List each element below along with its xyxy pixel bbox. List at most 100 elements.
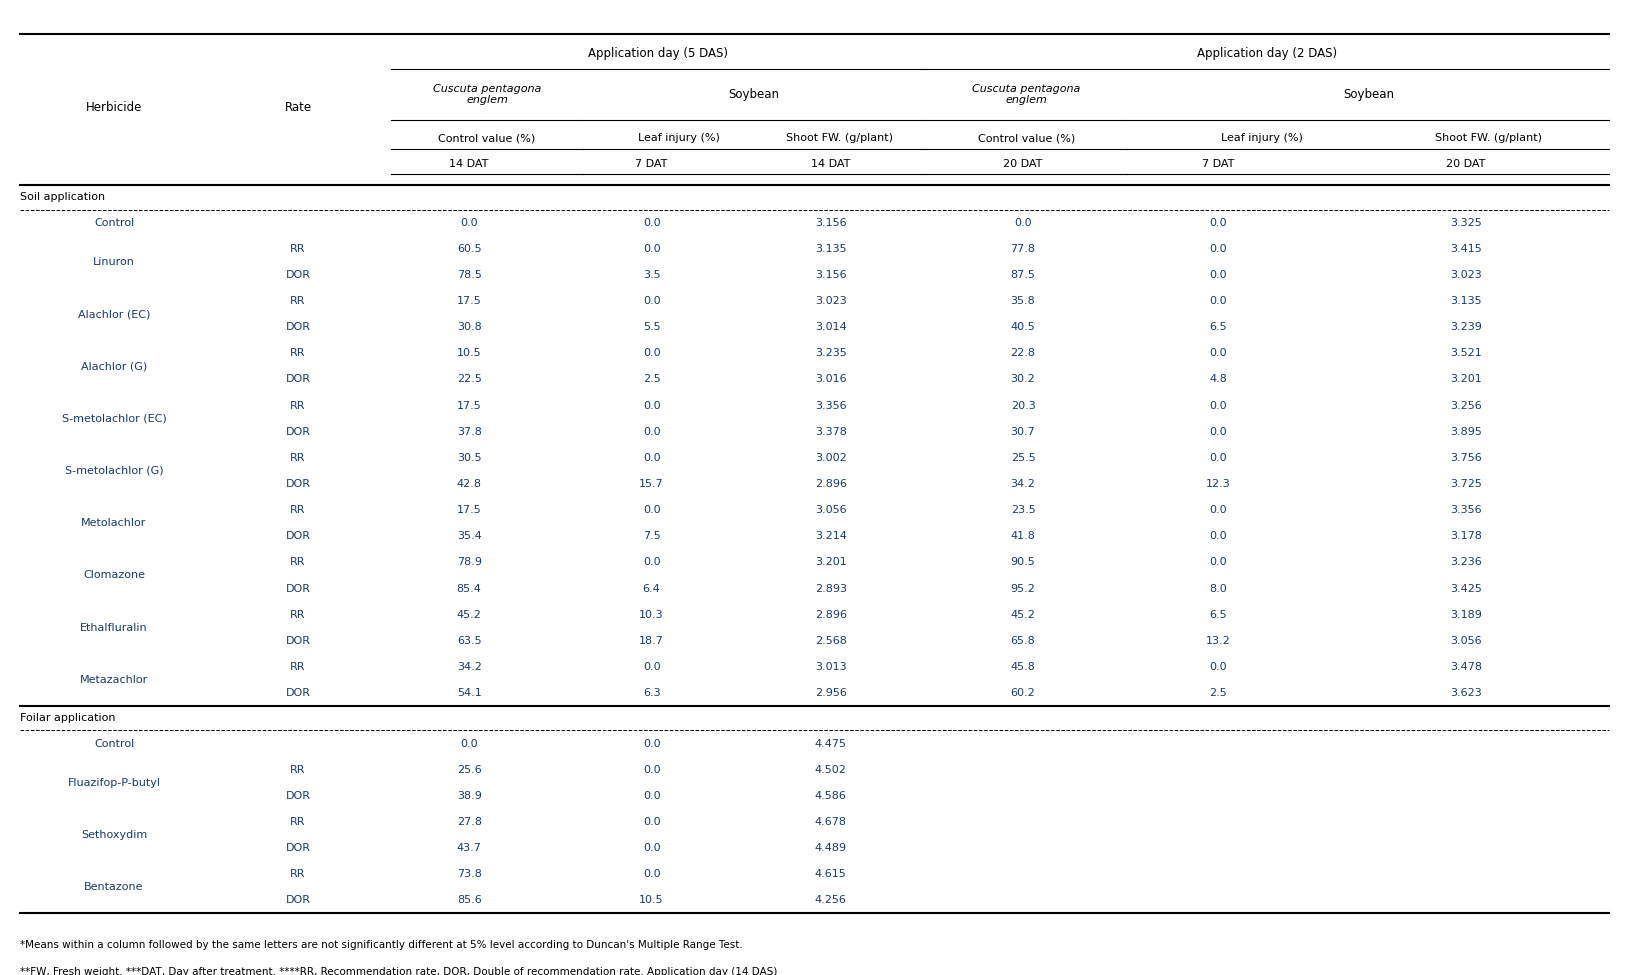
Text: 0.0: 0.0 — [1210, 217, 1227, 228]
Text: DOR: DOR — [285, 427, 311, 437]
Text: 0.0: 0.0 — [643, 869, 660, 879]
Text: 20 DAT: 20 DAT — [1447, 159, 1486, 169]
Text: Control value (%): Control value (%) — [438, 134, 536, 143]
Text: 0.0: 0.0 — [461, 738, 477, 749]
Text: 3.013: 3.013 — [814, 662, 847, 672]
Text: DOR: DOR — [285, 583, 311, 594]
Text: 3.056: 3.056 — [1450, 636, 1482, 645]
Text: 3.016: 3.016 — [814, 374, 847, 384]
Text: Herbicide: Herbicide — [86, 100, 142, 114]
Text: Application day (2 DAS): Application day (2 DAS) — [1197, 47, 1337, 60]
Text: 0.0: 0.0 — [643, 791, 660, 800]
Text: Metazachlor: Metazachlor — [80, 675, 148, 685]
Text: 3.135: 3.135 — [1450, 296, 1482, 306]
Text: 3.623: 3.623 — [1450, 688, 1482, 698]
Text: 7 DAT: 7 DAT — [635, 159, 668, 169]
Text: Shoot FW. (g/plant): Shoot FW. (g/plant) — [1435, 134, 1543, 143]
Text: Leaf injury (%): Leaf injury (%) — [1222, 134, 1303, 143]
Text: 3.023: 3.023 — [814, 296, 847, 306]
Text: 7.5: 7.5 — [643, 531, 660, 541]
Text: Application day (5 DAS): Application day (5 DAS) — [588, 47, 728, 60]
Text: 5.5: 5.5 — [643, 322, 660, 332]
Text: 38.9: 38.9 — [456, 791, 482, 800]
Text: DOR: DOR — [285, 843, 311, 853]
Text: 10.3: 10.3 — [639, 609, 665, 620]
Text: 45.2: 45.2 — [456, 609, 482, 620]
Text: *Means within a column followed by the same letters are not significantly differ: *Means within a column followed by the s… — [20, 940, 743, 950]
Text: 0.0: 0.0 — [643, 217, 660, 228]
Text: 73.8: 73.8 — [456, 869, 482, 879]
Text: 34.2: 34.2 — [1010, 479, 1036, 489]
Text: 2.5: 2.5 — [1210, 688, 1227, 698]
Text: 4.615: 4.615 — [814, 869, 847, 879]
Text: 65.8: 65.8 — [1010, 636, 1036, 645]
Text: 3.023: 3.023 — [1450, 270, 1482, 280]
Text: DOR: DOR — [285, 791, 311, 800]
Text: 17.5: 17.5 — [456, 505, 482, 515]
Text: 6.4: 6.4 — [643, 583, 660, 594]
Text: 0.0: 0.0 — [1210, 452, 1227, 463]
Text: 0.0: 0.0 — [1210, 296, 1227, 306]
Text: 0.0: 0.0 — [1015, 217, 1031, 228]
Text: Alachlor (EC): Alachlor (EC) — [78, 309, 150, 319]
Text: 3.201: 3.201 — [814, 558, 847, 567]
Text: 60.5: 60.5 — [456, 244, 482, 254]
Text: Control: Control — [94, 217, 134, 228]
Text: RR: RR — [290, 662, 306, 672]
Text: 41.8: 41.8 — [1010, 531, 1036, 541]
Text: 3.135: 3.135 — [814, 244, 847, 254]
Text: 0.0: 0.0 — [1210, 244, 1227, 254]
Text: 78.9: 78.9 — [456, 558, 482, 567]
Text: Linuron: Linuron — [93, 256, 135, 267]
Text: 3.478: 3.478 — [1450, 662, 1482, 672]
Text: 4.256: 4.256 — [814, 895, 847, 906]
Text: RR: RR — [290, 869, 306, 879]
Text: 0.0: 0.0 — [643, 427, 660, 437]
Text: 3.235: 3.235 — [814, 348, 847, 359]
Text: DOR: DOR — [285, 688, 311, 698]
Text: Control value (%): Control value (%) — [977, 134, 1075, 143]
Text: 95.2: 95.2 — [1010, 583, 1036, 594]
Text: 23.5: 23.5 — [1010, 505, 1036, 515]
Text: 3.756: 3.756 — [1450, 452, 1482, 463]
Text: Ethalfluralin: Ethalfluralin — [80, 623, 148, 633]
Text: 37.8: 37.8 — [456, 427, 482, 437]
Text: 78.5: 78.5 — [456, 270, 482, 280]
Text: 34.2: 34.2 — [456, 662, 482, 672]
Text: 0.0: 0.0 — [1210, 270, 1227, 280]
Text: 0.0: 0.0 — [1210, 662, 1227, 672]
Text: RR: RR — [290, 817, 306, 827]
Text: 85.4: 85.4 — [456, 583, 482, 594]
Text: RR: RR — [290, 558, 306, 567]
Text: 35.4: 35.4 — [456, 531, 482, 541]
Text: 0.0: 0.0 — [643, 244, 660, 254]
Text: 4.586: 4.586 — [814, 791, 847, 800]
Text: RR: RR — [290, 348, 306, 359]
Text: 3.014: 3.014 — [814, 322, 847, 332]
Text: 0.0: 0.0 — [643, 401, 660, 410]
Text: 3.189: 3.189 — [1450, 609, 1482, 620]
Text: 30.2: 30.2 — [1010, 374, 1036, 384]
Text: 30.8: 30.8 — [456, 322, 482, 332]
Text: RR: RR — [290, 244, 306, 254]
Text: 42.8: 42.8 — [456, 479, 482, 489]
Text: 30.5: 30.5 — [456, 452, 482, 463]
Text: Alachlor (G): Alachlor (G) — [81, 362, 147, 371]
Text: RR: RR — [290, 296, 306, 306]
Text: Leaf injury (%): Leaf injury (%) — [639, 134, 720, 143]
Text: 4.678: 4.678 — [814, 817, 847, 827]
Text: 0.0: 0.0 — [643, 558, 660, 567]
Text: **FW, Fresh weight. ***DAT, Day after treatment. ****RR, Recommendation rate, DO: **FW, Fresh weight. ***DAT, Day after tr… — [20, 967, 777, 975]
Text: RR: RR — [290, 505, 306, 515]
Text: 3.415: 3.415 — [1450, 244, 1482, 254]
Text: DOR: DOR — [285, 531, 311, 541]
Text: 14 DAT: 14 DAT — [450, 159, 489, 169]
Text: 60.2: 60.2 — [1010, 688, 1036, 698]
Text: DOR: DOR — [285, 322, 311, 332]
Text: DOR: DOR — [285, 270, 311, 280]
Text: 3.214: 3.214 — [814, 531, 847, 541]
Text: 3.725: 3.725 — [1450, 479, 1482, 489]
Text: 18.7: 18.7 — [639, 636, 665, 645]
Text: 77.8: 77.8 — [1010, 244, 1036, 254]
Text: Metolachlor: Metolachlor — [81, 518, 147, 528]
